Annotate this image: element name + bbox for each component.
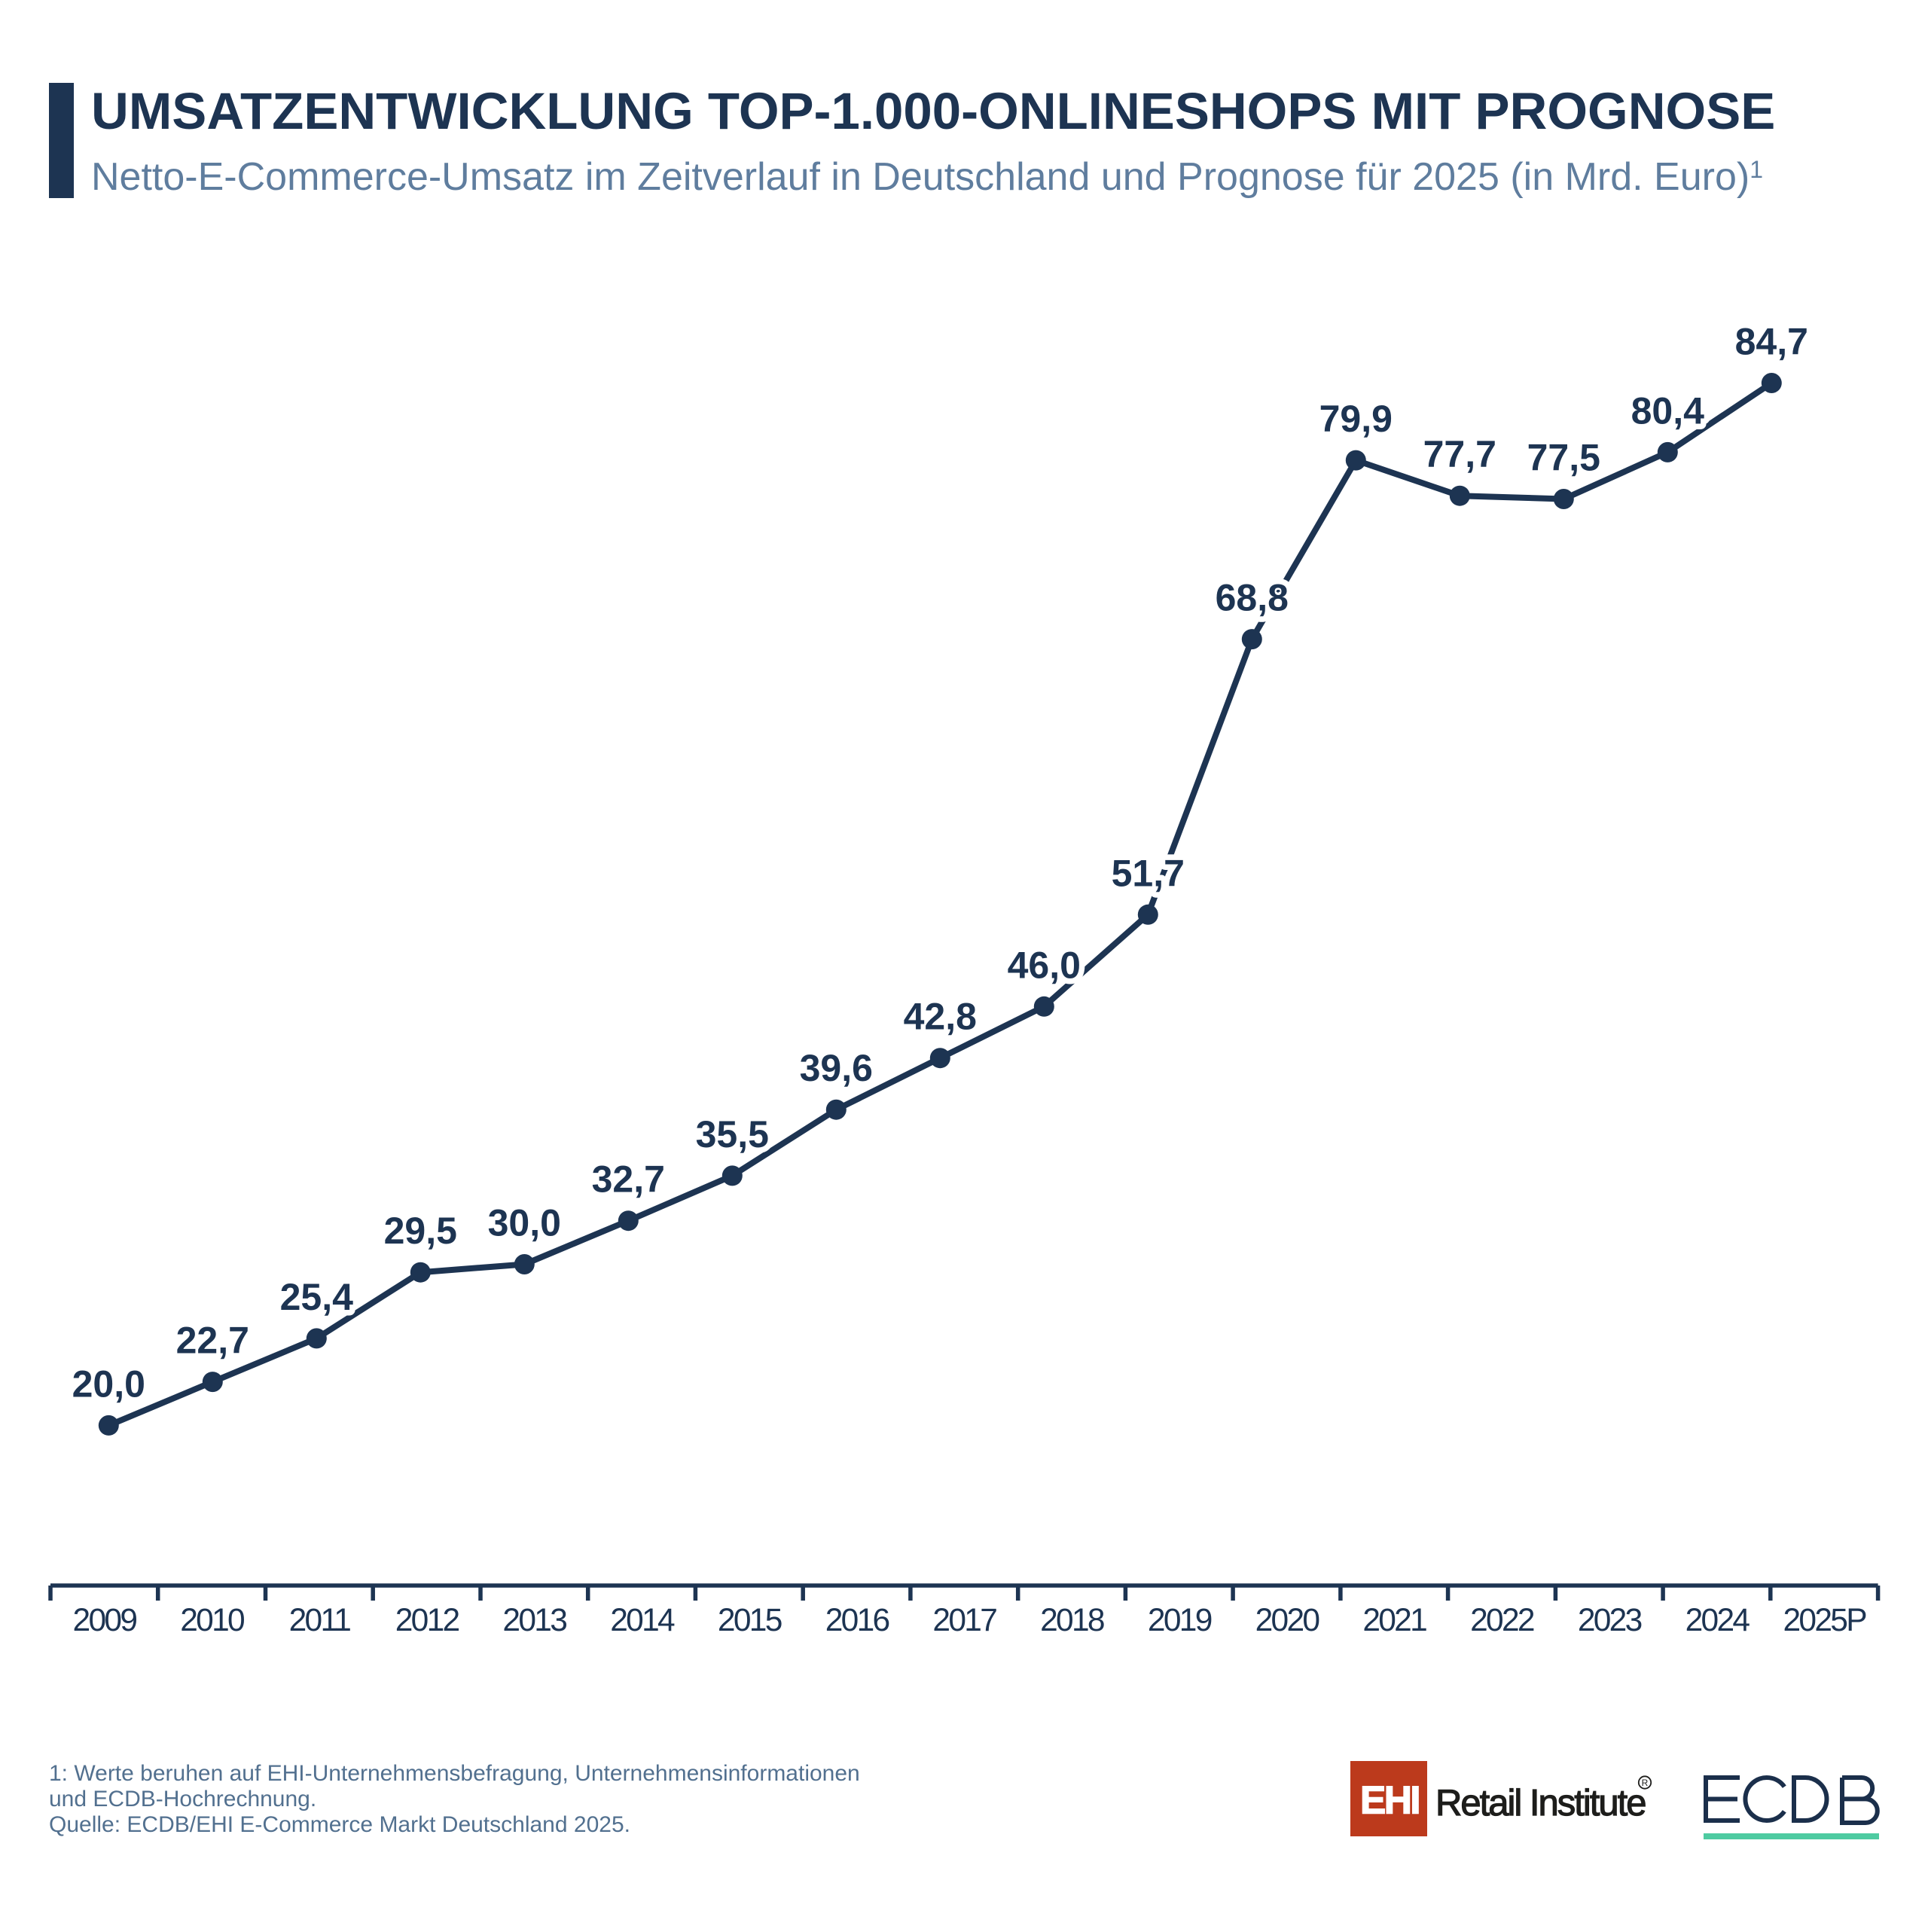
svg-text:R: R (1642, 1778, 1649, 1788)
svg-text:2020: 2020 (1255, 1603, 1319, 1638)
svg-text:2010: 2010 (180, 1603, 244, 1638)
svg-text:Quelle: ECDB/EHI E-Commerce Ma: Quelle: ECDB/EHI E-Commerce Markt Deutsc… (49, 1812, 630, 1837)
svg-text:2021: 2021 (1362, 1603, 1426, 1638)
svg-text:2012: 2012 (395, 1603, 459, 1638)
svg-text:29,5: 29,5 (384, 1210, 457, 1252)
svg-text:42,8: 42,8 (904, 996, 977, 1038)
svg-text:77,7: 77,7 (1423, 433, 1496, 475)
svg-text:2024: 2024 (1685, 1603, 1750, 1638)
svg-text:2022: 2022 (1470, 1603, 1534, 1638)
svg-text:2016: 2016 (825, 1603, 889, 1638)
svg-text:2017: 2017 (932, 1603, 996, 1638)
svg-text:Netto-E-Commerce-Umsatz im Zei: Netto-E-Commerce-Umsatz im Zeitverlauf i… (91, 155, 1763, 199)
svg-text:Retail Institute: Retail Institute (1435, 1783, 1646, 1824)
svg-text:39,6: 39,6 (800, 1047, 873, 1089)
svg-text:77,5: 77,5 (1527, 437, 1600, 479)
svg-text:35,5: 35,5 (696, 1113, 769, 1155)
svg-text:2014: 2014 (610, 1603, 675, 1638)
svg-text:und ECDB-Hochrechnung.: und ECDB-Hochrechnung. (49, 1787, 316, 1811)
svg-text:84,7: 84,7 (1735, 321, 1808, 363)
svg-text:30,0: 30,0 (488, 1202, 561, 1244)
svg-text:2009: 2009 (73, 1603, 137, 1638)
svg-text:51,7: 51,7 (1112, 852, 1185, 894)
svg-text:UMSATZENTWICKLUNG TOP-1.000-ON: UMSATZENTWICKLUNG TOP-1.000-ONLINESHOPS … (91, 82, 1775, 140)
svg-text:25,4: 25,4 (280, 1276, 354, 1318)
svg-text:22,7: 22,7 (176, 1320, 249, 1362)
svg-text:79,9: 79,9 (1319, 398, 1393, 440)
svg-text:20,0: 20,0 (72, 1363, 145, 1405)
svg-text:2011: 2011 (289, 1603, 351, 1638)
svg-text:2013: 2013 (502, 1603, 566, 1638)
svg-text:2025P: 2025P (1783, 1603, 1866, 1638)
svg-text:2015: 2015 (718, 1603, 782, 1638)
svg-text:68,8: 68,8 (1216, 577, 1289, 619)
svg-text:2023: 2023 (1578, 1603, 1642, 1638)
svg-text:2018: 2018 (1040, 1603, 1104, 1638)
svg-text:46,0: 46,0 (1008, 944, 1081, 986)
svg-text:2019: 2019 (1148, 1603, 1212, 1638)
svg-text:80,4: 80,4 (1631, 389, 1705, 432)
svg-text:EHI: EHI (1360, 1778, 1419, 1822)
svg-text:1: Werte beruhen auf EHI-Unter: 1: Werte beruhen auf EHI-Unternehmensbef… (49, 1761, 860, 1786)
svg-text:32,7: 32,7 (592, 1158, 665, 1201)
